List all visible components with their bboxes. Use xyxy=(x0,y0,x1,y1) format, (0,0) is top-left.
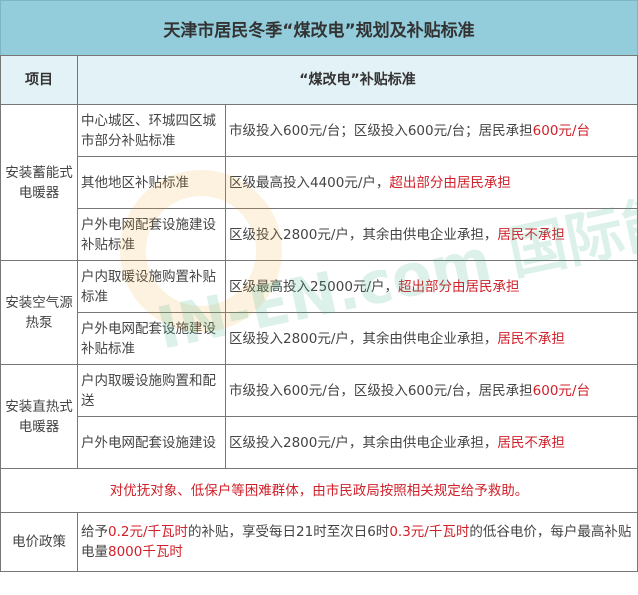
table-row: 户外电网配套设施建设补贴标准 区级投入2800元/户，其余由供电企业承担，居民不… xyxy=(1,208,638,261)
page-title: 天津市居民冬季“煤改电”规划及补贴标准 xyxy=(0,0,638,56)
standard-text: 市级投入600元/台；区级投入600元/台；居民承担 xyxy=(229,122,533,139)
standard-cell: 区级最高投入4400元/户，超出部分由居民承担 xyxy=(225,156,638,209)
text: 的低谷电价，每户最高补贴电量 xyxy=(81,524,632,560)
sub-item: 户内取暖设施购置和配送 xyxy=(77,364,226,417)
table-row: 户外电网配套设施建设补贴标准 区级投入2800元/户，其余由供电企业承担，居民不… xyxy=(1,312,638,365)
standard-cell: 市级投入600元/台；区级投入600元/台；居民承担600元/台 xyxy=(225,104,638,157)
standard-text: 区级投入2800元/户，其余由供电企业承担， xyxy=(229,434,498,451)
sub-item: 户外电网配套设施建设补贴标准 xyxy=(77,208,226,261)
table-row: 安装直热式电暖器 户内取暖设施购置和配送 市级投入600元/台，区级投入600元… xyxy=(0,364,638,469)
header-row: 项目 “煤改电”补贴标准 xyxy=(0,55,638,105)
price-policy-row: 电价政策 给予0.2元/千瓦时的补贴，享受每日21时至次日6时0.3元/千瓦时的… xyxy=(0,512,638,572)
group-name: 安装空气源热泵 xyxy=(0,260,78,365)
highlight-text: 超出部分由居民承担 xyxy=(398,278,520,295)
highlight-text: 600元/台 xyxy=(532,382,590,399)
sub-item: 户内取暖设施购置补贴标准 xyxy=(77,260,226,313)
table-row: 安装蓄能式电暖器 中心城区、环城四区城市部分补贴标准 市级投入600元/台；区级… xyxy=(0,104,638,261)
standard-text: 市级投入600元/台，区级投入600元/台，居民承担 xyxy=(229,382,533,399)
highlight-text: 0.2元/千瓦时 xyxy=(108,524,189,540)
standard-cell: 区级投入2800元/户，其余由供电企业承担，居民不承担 xyxy=(225,312,638,365)
standard-cell: 区级投入2800元/户，其余由供电企业承担，居民不承担 xyxy=(225,208,638,261)
group-name: 安装直热式电暖器 xyxy=(0,364,78,469)
highlight-text: 超出部分由居民承担 xyxy=(389,174,511,191)
text: 给予 xyxy=(81,524,108,540)
notice-text: 对优抚对象、低保户等困难群体，由市民政局按照相关规定给予救助。 xyxy=(0,468,638,513)
sub-item: 户外电网配套设施建设补贴标准 xyxy=(77,312,226,365)
standard-cell: 市级投入600元/台，区级投入600元/台，居民承担600元/台 xyxy=(225,364,638,417)
highlight-text: 居民不承担 xyxy=(497,330,565,347)
highlight-text: 居民不承担 xyxy=(497,226,565,243)
standard-text: 区级最高投入25000元/户， xyxy=(229,278,398,295)
standard-text: 区级投入2800元/户，其余由供电企业承担， xyxy=(229,330,498,347)
sub-item: 其他地区补贴标准 xyxy=(77,156,226,209)
standard-text: 区级投入2800元/户，其余由供电企业承担， xyxy=(229,226,498,243)
sub-item: 中心城区、环城四区城市部分补贴标准 xyxy=(77,104,226,157)
highlight-text: 8000千瓦时 xyxy=(108,544,183,560)
text: 的补贴，享受每日21时至次日6时 xyxy=(188,524,390,540)
highlight-text: 0.3元/千瓦时 xyxy=(389,524,470,540)
highlight-text: 600元/台 xyxy=(532,122,590,139)
highlight-text: 居民不承担 xyxy=(497,434,565,451)
price-policy-text: 给予0.2元/千瓦时的补贴，享受每日21时至次日6时0.3元/千瓦时的低谷电价，… xyxy=(77,512,638,572)
table-row: 其他地区补贴标准 区级最高投入4400元/户，超出部分由居民承担 xyxy=(1,156,638,209)
table-row: 户外电网配套设施建设 区级投入2800元/户，其余由供电企业承担，居民不承担 xyxy=(1,416,638,469)
standard-cell: 区级投入2800元/户，其余由供电企业承担，居民不承担 xyxy=(225,416,638,469)
header-item: 项目 xyxy=(0,55,78,105)
notice-row: 对优抚对象、低保户等困难群体，由市民政局按照相关规定给予救助。 xyxy=(0,468,638,513)
standard-cell: 区级最高投入25000元/户，超出部分由居民承担 xyxy=(225,260,638,313)
table-row: 安装空气源热泵 户内取暖设施购置补贴标准 区级最高投入25000元/户，超出部分… xyxy=(0,260,638,365)
sub-item: 户外电网配套设施建设 xyxy=(77,416,226,469)
group-name: 安装蓄能式电暖器 xyxy=(0,104,78,261)
header-standard: “煤改电”补贴标准 xyxy=(77,55,638,105)
subsidy-table: 项目 “煤改电”补贴标准 安装蓄能式电暖器 中心城区、环城四区城市部分补贴标准 … xyxy=(0,55,638,572)
standard-text: 区级最高投入4400元/户， xyxy=(229,174,390,191)
price-policy-label: 电价政策 xyxy=(0,512,78,572)
